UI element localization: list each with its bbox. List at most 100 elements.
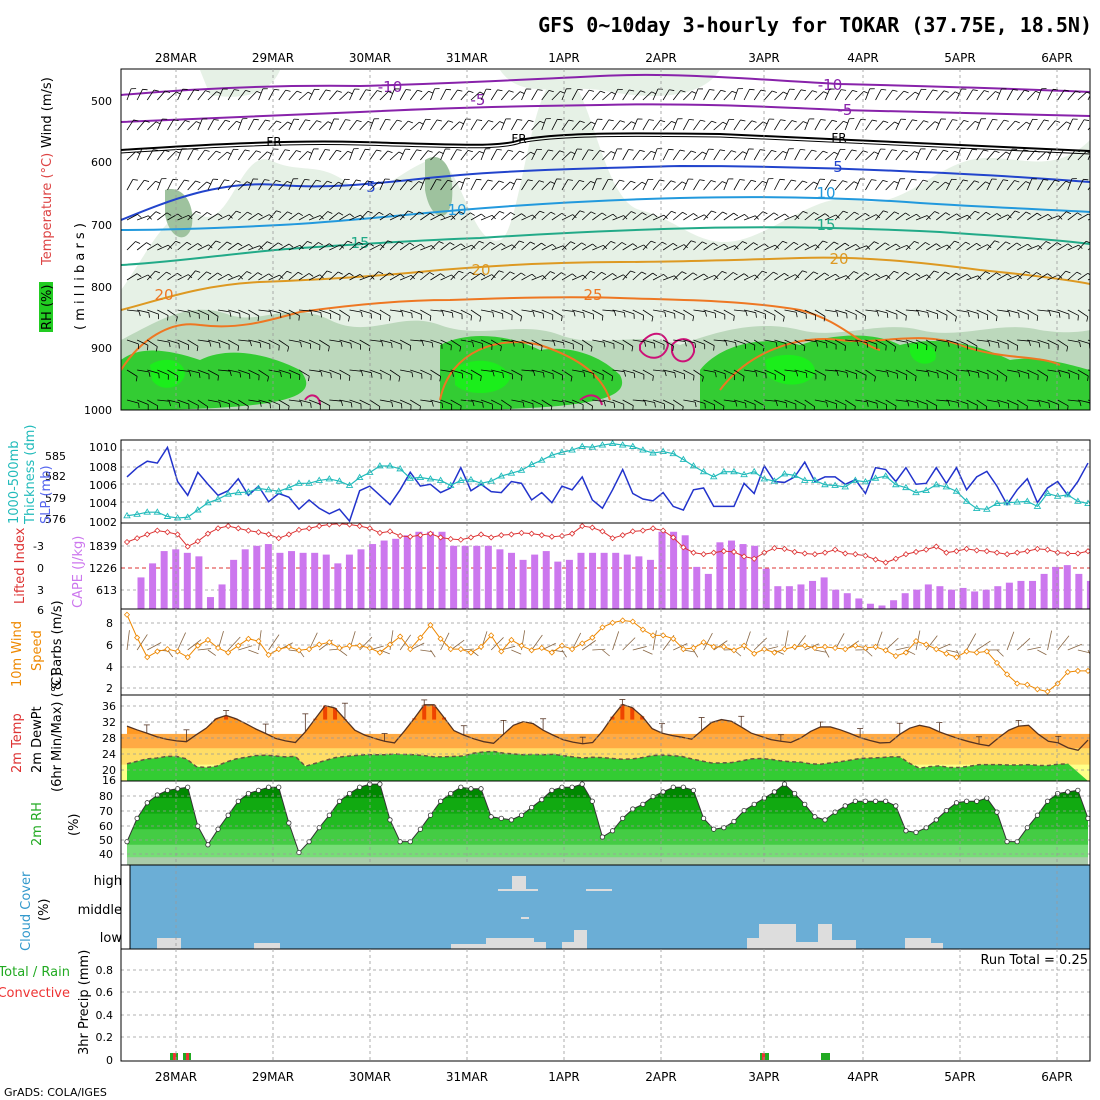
- wind-barb: [602, 369, 613, 377]
- ylabel-lifted-index: Lifted Index: [13, 527, 28, 604]
- wind-speed-point: [923, 641, 930, 648]
- slp-tick: 1006: [89, 479, 117, 492]
- wind-barb: [895, 369, 907, 376]
- cape-bar: [681, 535, 689, 609]
- wind-barb-flag: [349, 213, 354, 218]
- wind-barb: [460, 212, 471, 221]
- cape-bar: [820, 577, 828, 609]
- cloud-bar-low: [486, 938, 534, 949]
- wind-barb: [147, 399, 158, 407]
- wind-barb-flag: [661, 241, 667, 245]
- wind-barb-flag: [539, 210, 545, 214]
- wind-barb: [1057, 399, 1069, 407]
- rh-point: [609, 828, 616, 834]
- wind-barb-flag: [612, 273, 617, 277]
- wind-barb-flag: [1046, 376, 1048, 382]
- slp-ylabel: 1000-500mb Thickness (dm) SLP (mb): [7, 425, 54, 525]
- date-label-bottom: 28MAR: [155, 1070, 197, 1084]
- wind-ylabel: 10m Wind Speed & Barbs (m/s): [10, 600, 65, 690]
- lifted-index-point: [397, 532, 404, 540]
- wind-barb-flag: [429, 272, 435, 276]
- wind-barb: [318, 89, 327, 101]
- date-label-bottom: 3APR: [748, 1070, 779, 1084]
- wind-barb-flag: [722, 181, 727, 184]
- wind-barb-flag: [482, 402, 484, 408]
- wind-barb: [541, 211, 552, 221]
- wind-barb: [956, 88, 962, 101]
- wind-barb: [956, 399, 968, 405]
- wind-barb: [369, 211, 380, 221]
- wind-barb: [936, 212, 946, 221]
- wind-barb: [754, 369, 766, 374]
- wind-barb: [966, 180, 975, 191]
- wind-barb: [400, 309, 412, 314]
- wind-barb-flag: [457, 89, 463, 92]
- wind-barb: [137, 369, 150, 373]
- wind-barb-flag: [267, 376, 269, 382]
- wind-barb: [379, 272, 390, 281]
- wind-barb: [663, 309, 675, 314]
- wind-barb: [217, 399, 230, 405]
- surface-wind-barb: [177, 632, 186, 651]
- wind-barb-flag: [325, 89, 331, 92]
- lifted-index-point: [427, 530, 434, 537]
- wind-barb: [268, 339, 280, 346]
- wind-barb-flag: [660, 120, 666, 123]
- wind-barb: [126, 88, 132, 101]
- wind-barb: [915, 274, 927, 281]
- wind-barb: [885, 181, 895, 191]
- wind-barb-flag: [760, 89, 766, 92]
- wind-barb-flag: [1065, 270, 1071, 274]
- rh-point: [792, 790, 798, 797]
- wind-barb-flag: [762, 211, 768, 215]
- wind-barb: [723, 272, 734, 281]
- wind-barb: [905, 213, 917, 221]
- wind-barb: [349, 214, 361, 221]
- wind-barb-flag: [835, 273, 840, 278]
- wind-barb: [642, 240, 652, 251]
- wind-barb: [612, 120, 621, 131]
- wind-barb: [410, 399, 421, 407]
- wind-barb: [248, 272, 259, 281]
- wind-barb: [1017, 369, 1029, 375]
- wind-barb: [581, 270, 591, 281]
- wind-barb-flag: [709, 89, 715, 91]
- cloud-bar-low: [451, 944, 486, 949]
- wind-barb: [632, 271, 642, 281]
- wind-barb: [865, 339, 877, 345]
- wind-barb: [976, 118, 982, 131]
- rh-point: [913, 829, 919, 835]
- rh-point: [144, 800, 150, 806]
- wind-barb: [774, 179, 781, 191]
- wind-barb: [956, 309, 969, 313]
- wind-barb: [986, 272, 997, 281]
- wind-barb-flag: [356, 120, 362, 123]
- wind-barb: [915, 89, 922, 101]
- thickness-point: [163, 512, 172, 519]
- wind-barb-flag: [570, 376, 573, 382]
- wind-barb-flag: [826, 402, 828, 408]
- wind-barb-flag: [246, 181, 252, 185]
- wind-speed-line: [126, 614, 1088, 693]
- wind-barb: [308, 399, 321, 405]
- ylabel-cape: CAPE (J/kg): [71, 536, 86, 608]
- wind-speed-point: [720, 643, 727, 650]
- wind-barb: [581, 211, 592, 221]
- wind-barb: [986, 91, 996, 101]
- wind-barb: [1067, 90, 1076, 101]
- wind-barb-flag: [216, 91, 222, 95]
- wind-barb-flag: [367, 180, 373, 183]
- date-label-bottom: 4APR: [847, 1070, 878, 1084]
- wind-barb-flag: [226, 241, 232, 245]
- wind-barb-flag: [711, 210, 717, 214]
- wind-barb-flag: [842, 210, 848, 214]
- lifted-index-point: [437, 534, 444, 541]
- wind-barb-flag: [279, 312, 282, 318]
- wind-barb: [814, 399, 827, 403]
- wind-barb: [885, 149, 893, 161]
- wind-barb: [662, 89, 670, 101]
- wind-barb-flag: [623, 274, 628, 279]
- isotherm-label: 20: [154, 286, 173, 304]
- wind-barb: [238, 309, 250, 316]
- li-yticks: -3 0 3 6: [33, 540, 44, 617]
